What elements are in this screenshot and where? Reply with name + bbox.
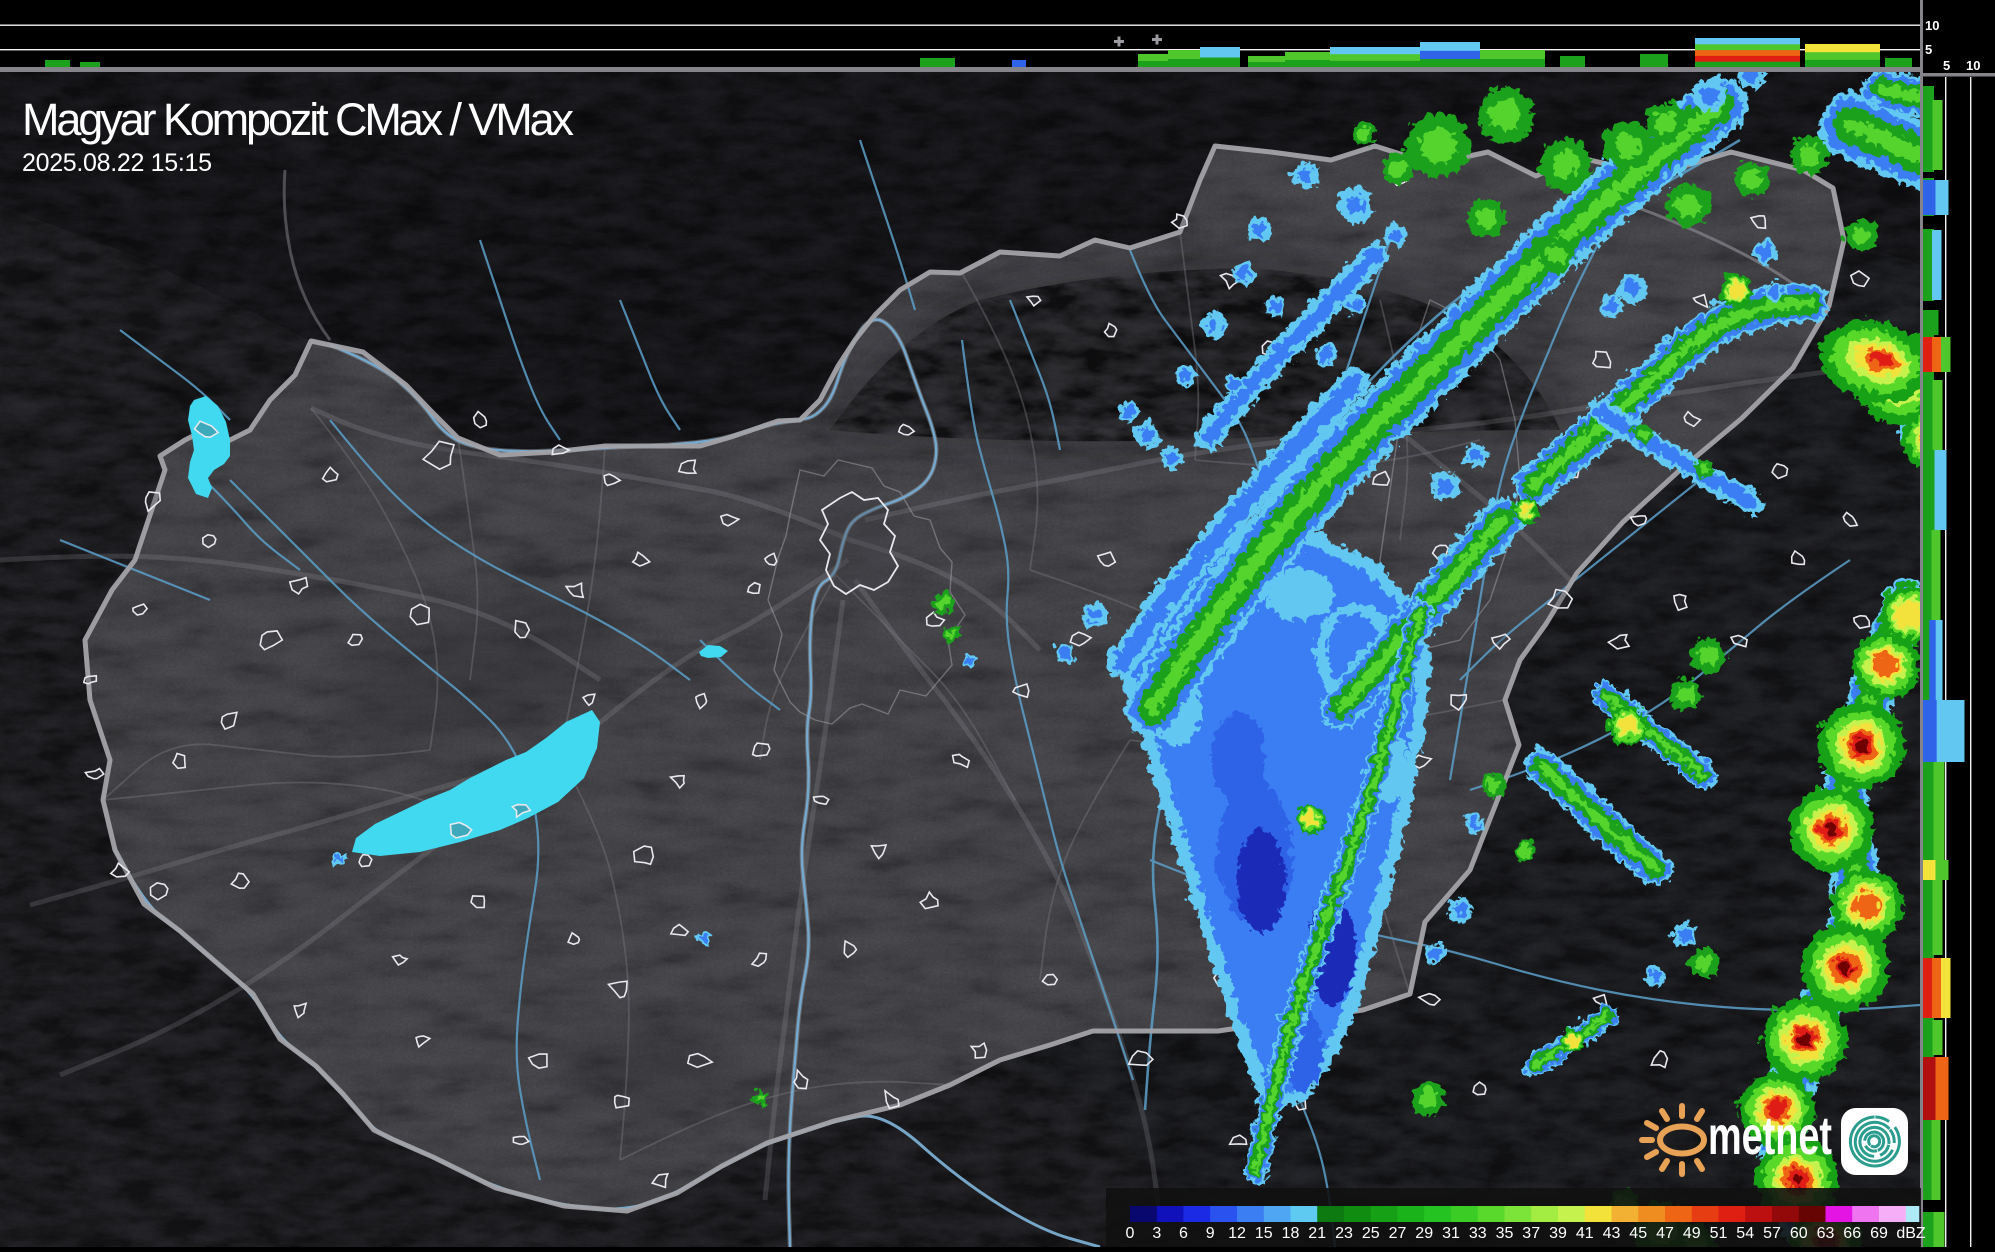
svg-text:45: 45 — [1629, 1225, 1647, 1242]
svg-text:49: 49 — [1683, 1225, 1701, 1242]
svg-text:dBZ: dBZ — [1896, 1225, 1926, 1242]
svg-text:10: 10 — [1925, 18, 1939, 33]
svg-text:metnet: metnet — [1708, 1106, 1832, 1166]
svg-text:54: 54 — [1736, 1225, 1754, 1242]
svg-text:47: 47 — [1656, 1225, 1674, 1242]
svg-text:5: 5 — [1925, 42, 1932, 57]
svg-text:43: 43 — [1603, 1225, 1621, 1242]
svg-text:35: 35 — [1496, 1225, 1514, 1242]
svg-text:31: 31 — [1442, 1225, 1460, 1242]
svg-text:25: 25 — [1362, 1225, 1380, 1242]
svg-text:37: 37 — [1522, 1225, 1540, 1242]
svg-text:15: 15 — [1255, 1225, 1273, 1242]
svg-text:57: 57 — [1763, 1225, 1781, 1242]
svg-text:51: 51 — [1710, 1225, 1728, 1242]
svg-text:5: 5 — [1943, 58, 1950, 73]
svg-text:33: 33 — [1469, 1225, 1487, 1242]
svg-text:Magyar Kompozit CMax / VMax: Magyar Kompozit CMax / VMax — [22, 94, 575, 145]
svg-text:6: 6 — [1179, 1225, 1188, 1242]
svg-text:18: 18 — [1282, 1225, 1300, 1242]
svg-text:69: 69 — [1870, 1225, 1888, 1242]
svg-text:0: 0 — [1126, 1225, 1135, 1242]
svg-text:63: 63 — [1817, 1225, 1835, 1242]
svg-text:12: 12 — [1228, 1225, 1246, 1242]
svg-text:3: 3 — [1152, 1225, 1161, 1242]
svg-text:23: 23 — [1335, 1225, 1353, 1242]
svg-text:41: 41 — [1576, 1225, 1594, 1242]
svg-text:10: 10 — [1966, 58, 1980, 73]
svg-text:21: 21 — [1308, 1225, 1326, 1242]
svg-text:9: 9 — [1206, 1225, 1215, 1242]
svg-text:27: 27 — [1389, 1225, 1407, 1242]
svg-text:29: 29 — [1415, 1225, 1433, 1242]
svg-text:39: 39 — [1549, 1225, 1567, 1242]
svg-text:66: 66 — [1843, 1225, 1861, 1242]
svg-text:60: 60 — [1790, 1225, 1808, 1242]
svg-text:2025.08.22 15:15: 2025.08.22 15:15 — [22, 149, 212, 177]
